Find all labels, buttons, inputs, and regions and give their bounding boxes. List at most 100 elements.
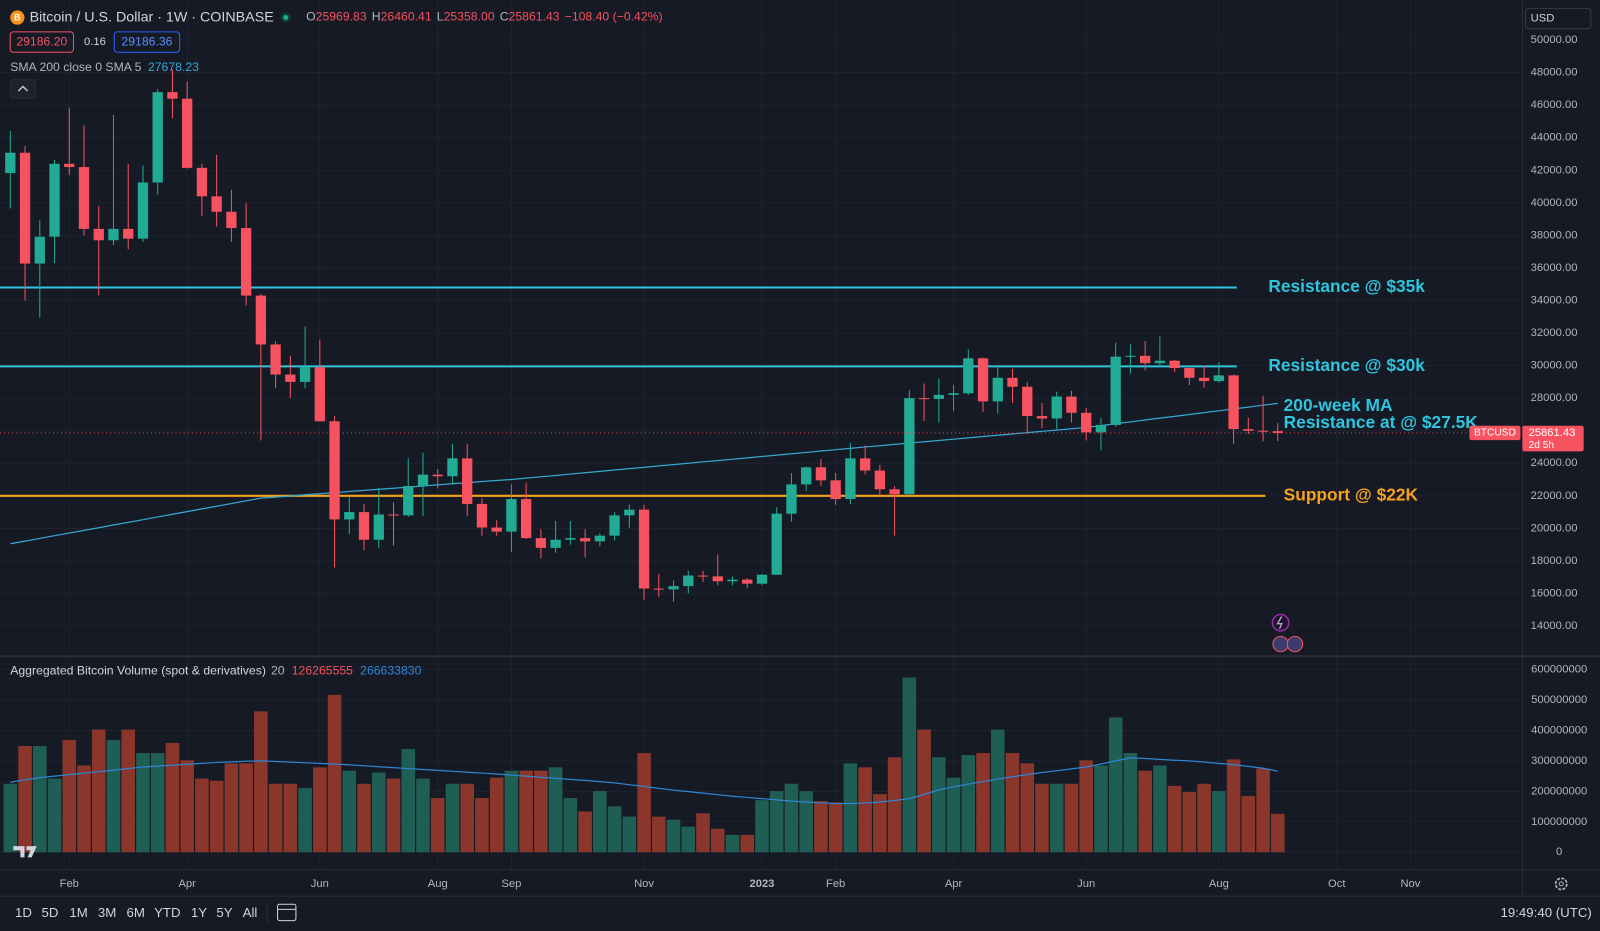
range-button[interactable]: 3M [98,905,116,920]
candle-body [1213,375,1225,382]
y-tick-label: 20000.00 [1531,522,1578,534]
symbol-title[interactable]: Bitcoin / U.S. Dollar · 1W · COINBASE [30,9,274,25]
calendar-icon[interactable] [277,903,297,922]
annotation: Resistance at @ $27.5K [1284,412,1479,432]
y-tick-label: 34000.00 [1531,294,1578,306]
y-tick-label: 400000000 [1531,724,1587,736]
candle-body [904,398,915,495]
range-button[interactable]: YTD [154,905,181,920]
annotation: 200-week MA [1284,395,1393,415]
range-button[interactable]: 5D [42,905,59,920]
candle-body [1110,356,1121,426]
collapse-button[interactable] [9,79,37,99]
ohlc-key: H [372,10,381,24]
candle-body [123,228,134,239]
candle-body [520,499,532,539]
ohlc-key: C [500,10,509,24]
candle-body [255,295,267,345]
candle-body [1243,429,1254,431]
candle-body [1066,396,1077,413]
volume-bar [578,811,592,853]
candle-body [992,377,1003,402]
settings-icon-center [1558,881,1564,887]
volume-bar [976,753,990,853]
sma-legend[interactable]: SMA 200 close 0 SMA 5 [10,60,141,74]
y-tick-label: 32000.00 [1531,327,1578,339]
candle-body [34,236,45,264]
y-tick-label: 36000.00 [1531,262,1578,274]
volume-bar [1256,768,1270,853]
x-tick-label: Nov [1400,878,1420,890]
candle-body [609,515,620,536]
volume-bar [755,800,769,853]
range-button[interactable]: 1M [69,905,87,920]
candle-body [1272,431,1283,433]
volume-bar [165,742,180,853]
clock[interactable]: 19:49:40 (UTC) [1501,905,1592,920]
volume-bar [504,770,519,853]
volume-bar [1197,783,1211,853]
candle-body [78,167,90,229]
candle-body [388,514,399,516]
buy-box[interactable] [113,31,181,53]
currency-select[interactable] [1525,7,1592,30]
settings-icon[interactable] [1554,877,1568,891]
volume-bar [607,806,622,853]
x-tick-label: Jun [1077,878,1095,890]
volume-bar [828,802,843,853]
volume-bar [873,794,887,853]
volume-bar [357,783,371,853]
volume-bar [1035,783,1049,853]
price-tag-box [1522,425,1584,452]
sell-box[interactable] [9,31,74,53]
sma-value: 27678.23 [148,60,199,74]
volume-bar [268,783,283,853]
collapse-icon [17,85,29,92]
candle-body [1036,416,1048,419]
candle-body [668,586,679,590]
economic-event[interactable] [1286,635,1304,653]
volume-bar [33,746,47,853]
range-button[interactable]: All [243,905,258,920]
event-icon[interactable] [1271,613,1290,632]
volume-bar [917,729,931,853]
candle-body [285,374,296,382]
range-button[interactable]: 6M [127,905,145,920]
volume-bar [769,791,784,853]
volume-bar [180,760,194,853]
candle-body [329,421,340,520]
volume-bar [946,777,961,853]
x-tick-label: Feb [826,878,845,890]
x-tick-label: Jun [311,878,329,890]
volume-bar [814,801,828,853]
candle-body [1095,425,1107,433]
y-tick-label: 500000000 [1531,694,1587,706]
range-button[interactable]: 1Y [191,905,207,920]
volume-bar [209,780,224,853]
volume-bar [696,813,710,853]
economic-event[interactable] [1272,635,1289,653]
candle-body [727,579,738,582]
volume-bar [1094,765,1108,853]
volume-bar [1064,783,1079,853]
range-button[interactable]: 5Y [216,905,232,920]
y-tick-label: 24000.00 [1531,457,1578,469]
volume-bar [327,694,342,853]
x-tick-label: 2023 [749,878,774,890]
candle-body [859,458,871,471]
volume-bar [445,783,460,853]
volume-bar [622,816,637,853]
candle-body [152,92,163,183]
volume-bar [430,798,445,853]
volume-bar [1153,765,1167,853]
candle-body [1228,375,1239,430]
tradingview-logo[interactable] [13,846,37,858]
range-button[interactable]: 1D [15,905,32,920]
volume-bar [254,711,268,853]
volume-bar [1005,753,1020,853]
candle-body [167,92,178,99]
candle-body [1081,412,1092,433]
volume-bar [990,729,1005,853]
volume-bar [740,834,755,853]
symbol-tag: BTCUSD [1474,428,1516,439]
